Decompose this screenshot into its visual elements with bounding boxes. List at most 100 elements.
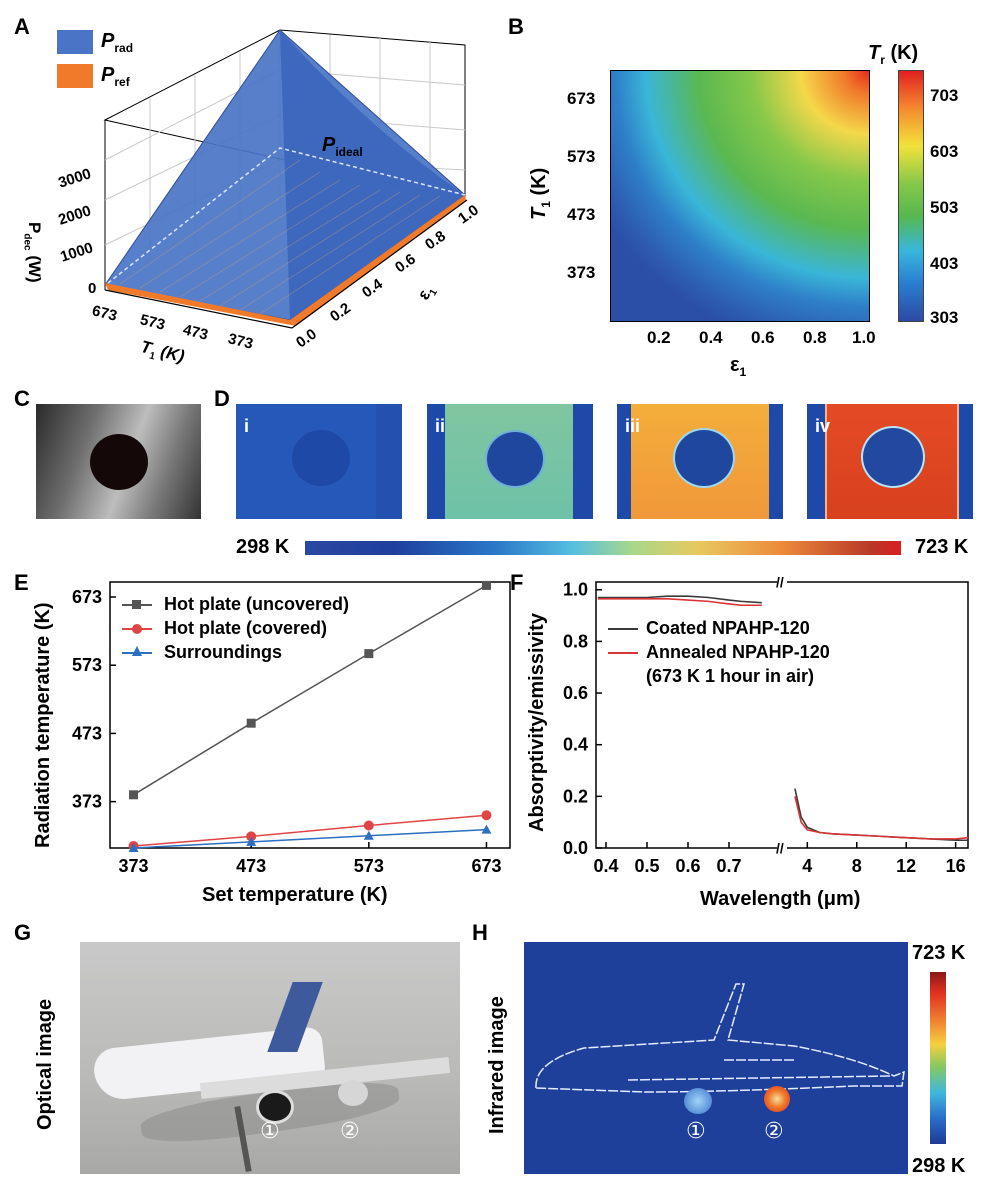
e-y-tick-label: 573	[72, 655, 102, 675]
e-y-tick-label: 373	[72, 792, 102, 812]
e-point-0	[129, 790, 139, 800]
chart-e: 373 473 573 673 373 473 573 673	[72, 580, 511, 876]
f-y-axis-label: Absorptivity/emissivity	[526, 613, 548, 832]
f-y-tick-label: 0.2	[563, 786, 588, 806]
b-x-tick-0.6: 0.6	[751, 328, 775, 347]
e-x-axis-label: Set temperature (K)	[202, 884, 388, 906]
d-disk-i	[292, 430, 350, 486]
h-engine-1-hot	[684, 1088, 712, 1114]
panel-label-h: H	[472, 920, 488, 945]
b-y-tick-373: 373	[567, 263, 596, 282]
d-sub-i: i	[244, 416, 250, 436]
b-y-axis-label: T1 (K)	[528, 167, 553, 220]
surface-plot-3d	[103, 29, 468, 329]
e-point-0	[481, 580, 491, 590]
panel-label-c: C	[14, 386, 30, 411]
a-z-axis-label: Pdec (W)	[21, 222, 44, 283]
g-side-label: Optical image	[34, 998, 56, 1130]
h-colorbar	[930, 972, 946, 1144]
e-plot-frame	[109, 581, 511, 849]
legend-label-p-rad: Prad	[101, 30, 134, 55]
h-marker-1: ①	[686, 1118, 706, 1143]
panel-label-g: G	[14, 920, 32, 945]
b-heatmap	[610, 70, 870, 322]
f-series-visible-1	[597, 597, 762, 607]
g-marker-1: ①	[260, 1118, 280, 1143]
b-y-tick-673: 673	[567, 89, 596, 108]
f-x-tick-label: 8	[852, 856, 862, 876]
d-thermal-ii: ii	[427, 404, 593, 519]
b-cbar-tick-703: 703	[930, 86, 959, 105]
b-x-tick-0.4: 0.4	[699, 328, 723, 347]
f-x-tick-label: 0.7	[716, 856, 741, 876]
f-axis-break-top-gap	[777, 578, 787, 586]
g-engine-1	[256, 1090, 294, 1124]
e-point-0	[364, 649, 374, 659]
c-photo	[36, 404, 201, 519]
chart-f: // // 0.0 0.2 0.4 0.6 0.8 1.0 0.4 0.5 0.6 0.7 4 8 12 16	[563, 574, 969, 876]
h-colorbar-max: 723 K	[912, 942, 966, 964]
d-disk-iv	[861, 426, 925, 488]
b-cbar-tick-503: 503	[930, 198, 959, 217]
d-sub-iv: iv	[815, 416, 831, 436]
e-y-tick-label: 673	[72, 587, 102, 607]
e-point-1	[481, 810, 492, 821]
b-y-tick-573: 573	[567, 147, 596, 166]
e-series-line-2	[133, 828, 487, 849]
panel-label-e: E	[14, 570, 29, 595]
e-series-line-1	[133, 814, 487, 847]
h-side-label: Infrared image	[486, 996, 508, 1134]
f-series-ir-1	[794, 796, 969, 840]
f-x-tick-label: 12	[896, 856, 916, 876]
e-x-tick-label: 473	[236, 856, 266, 876]
a-z-tick-0: 0	[88, 280, 97, 297]
e-x-tick-label: 673	[471, 856, 501, 876]
d-disk-ii	[485, 430, 545, 488]
e-x-tick-label: 373	[119, 856, 149, 876]
f-axis-break-top: //	[776, 574, 784, 590]
b-cbar-tick-303: 303	[930, 308, 959, 327]
b-x-tick-1.0: 1.0	[852, 328, 876, 347]
e-point-2	[363, 830, 374, 840]
panel-label-d: D	[214, 386, 230, 411]
b-x-axis-label: ε1	[730, 354, 747, 379]
h-engine-2-hot	[764, 1086, 790, 1112]
b-x-tick-0.8: 0.8	[803, 328, 827, 347]
e-y-tick-label: 473	[72, 723, 102, 743]
d-colorbar	[305, 541, 901, 555]
f-x-tick-label: 0.4	[593, 856, 618, 876]
d-thermal-i: i	[236, 404, 402, 519]
b-y-tick-473: 473	[567, 205, 596, 224]
e-point-1	[363, 820, 374, 831]
legend-swatch-p-rad	[57, 30, 93, 54]
g-marker-2: ②	[340, 1118, 360, 1143]
legend-label-p-ref: Pref	[101, 64, 130, 89]
h-infrared-image: ① ②	[524, 942, 908, 1174]
f-x-tick-label: 4	[802, 856, 812, 876]
f-series-visible-0	[597, 595, 762, 604]
b-colorbar	[898, 70, 924, 322]
panel-label-b: B	[508, 14, 524, 39]
g-optical-photo: ① ②	[80, 942, 460, 1174]
f-y-tick-label: 0.0	[563, 838, 588, 858]
f-axis-break-bottom-gap	[777, 844, 787, 852]
f-x-tick-label: 0.6	[675, 856, 700, 876]
d-colorbar-min: 298 K	[236, 536, 290, 558]
e-y-axis-label: Radiation temperature (K)	[32, 602, 54, 848]
panel-label-a: A	[14, 14, 30, 39]
f-y-tick-label: 0.6	[563, 683, 588, 703]
e-point-1	[246, 831, 257, 842]
g-engine-2	[338, 1080, 368, 1106]
f-y-tick-label: 0.8	[563, 631, 588, 651]
d-sub-iii: iii	[625, 416, 641, 436]
f-y-tick-label: 1.0	[563, 580, 588, 600]
b-cbar-tick-603: 603	[930, 142, 959, 161]
d-thermal-iii: iii	[617, 404, 783, 519]
c-black-disk	[90, 434, 148, 490]
e-point-2	[246, 836, 257, 846]
legend-swatch-p-ref	[57, 64, 93, 88]
f-x-tick-label: 16	[946, 856, 966, 876]
f-axis-break-bottom: //	[776, 840, 784, 856]
e-point-0	[246, 718, 256, 728]
f-x-tick-label: 0.5	[634, 856, 659, 876]
